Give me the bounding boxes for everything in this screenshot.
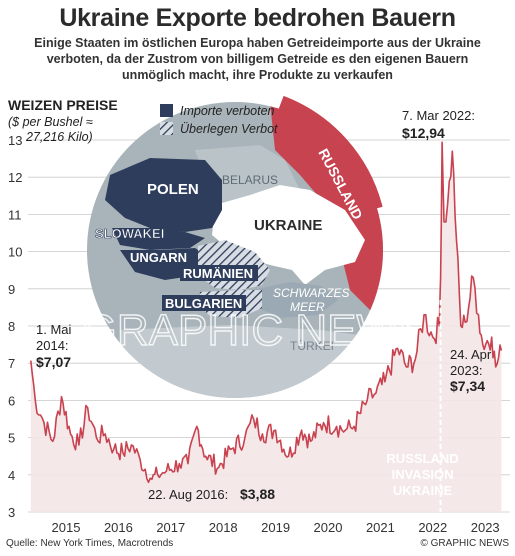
y-tick-label: 8 xyxy=(8,319,15,334)
annotation-end-line-2: 2023: xyxy=(450,363,483,378)
annotation-low-value: $3,88 xyxy=(240,486,275,502)
title: Ukraine Exporte bedrohen Bauern xyxy=(59,4,456,32)
y-tick-label: 4 xyxy=(8,468,15,483)
label-hungary: UNGARN xyxy=(130,250,187,265)
label-black-sea-2: MEER xyxy=(290,300,325,314)
y-tick-label: 6 xyxy=(8,393,15,408)
y-tick-label: 11 xyxy=(8,207,22,222)
map-labels: POLEN BELARUS UKRAINE RUSSLAND SLOWAKEI … xyxy=(95,146,366,353)
invasion-label-2: INVASION xyxy=(392,467,454,482)
y-tick-label: 3 xyxy=(8,505,15,520)
legend-swatch-considering xyxy=(160,122,173,135)
subtitle-line-2: verboten, da der Zustrom von billigem Ge… xyxy=(46,52,469,66)
invasion-label-1: RUSSLAND xyxy=(386,451,458,466)
x-tick-label: 2019 xyxy=(261,520,290,535)
credit: © GRAPHIC NEWS xyxy=(420,538,510,549)
legend-label-banned: Importe verboten xyxy=(180,104,275,118)
legend: Importe verboten Überlegen Verbot xyxy=(160,104,278,136)
map-slovakia xyxy=(112,228,205,250)
label-bulgaria-bg xyxy=(162,295,246,311)
y-axis-title: WEIZEN PREISE xyxy=(8,97,118,113)
annotation-end-line-1: 24. Apr xyxy=(450,347,492,362)
annotation-start-line-2: 2014: xyxy=(36,338,69,353)
watermark: GRAPHIC NEWS xyxy=(83,306,428,355)
label-turkey: TÜRKEI xyxy=(290,339,334,353)
label-slovakia: SLOWAKEI xyxy=(95,226,164,241)
y-tick-label: 12 xyxy=(8,170,22,185)
source-note: Quelle: New York Times, Macrotrends xyxy=(6,538,174,549)
y-tick-label: 7 xyxy=(8,356,15,371)
annotation-low-label: 22. Aug 2016: xyxy=(148,487,228,502)
map-russia-rim xyxy=(274,95,383,214)
x-tick-label: 2018 xyxy=(209,520,238,535)
invasion-marker: RUSSLAND INVASION UKRAINE xyxy=(386,299,459,512)
legend-label-considering: Überlegen Verbot xyxy=(180,122,278,136)
x-tick-labels: 2015 2016 2017 2018 2019 2020 2021 2022 2023 xyxy=(52,520,500,535)
y-tick-labels: 3 4 5 6 7 8 9 10 11 12 13 xyxy=(8,133,22,520)
x-tick-label: 2021 xyxy=(366,520,395,535)
annotation-start-value: $7,07 xyxy=(36,354,71,370)
label-ukraine: UKRAINE xyxy=(254,217,322,234)
invasion-label-3: UKRAINE xyxy=(393,483,453,498)
x-tick-label: 2022 xyxy=(418,520,447,535)
annotation-start-line-1: 1. Mai xyxy=(36,322,72,337)
label-poland: POLEN xyxy=(147,181,199,198)
x-tick-label: 2015 xyxy=(52,520,81,535)
price-area xyxy=(30,142,502,512)
price-line xyxy=(30,141,503,484)
x-tick-label: 2016 xyxy=(104,520,133,535)
label-belarus: BELARUS xyxy=(222,173,278,187)
annotation-peak-label: 7. Mar 2022: xyxy=(402,108,475,123)
label-romania-bg xyxy=(180,265,258,281)
y-axis-subtitle-2: 27,216 Kilo) xyxy=(25,130,93,144)
y-tick-label: 9 xyxy=(8,282,15,297)
subtitle-line-1: Einige Staaten im östlichen Europa haben… xyxy=(34,36,481,50)
subtitle-line-3: unmöglich macht, ihre Produkte zu verkau… xyxy=(122,68,393,82)
map-ukraine xyxy=(212,185,365,285)
y-tick-label: 5 xyxy=(8,431,15,446)
label-romania: RUMÄNIEN xyxy=(183,266,253,281)
annotation-end-value: $7,34 xyxy=(450,378,485,394)
label-black-sea-1: SCHWARZES xyxy=(273,286,349,300)
x-tick-label: 2017 xyxy=(156,520,185,535)
legend-swatch-banned xyxy=(160,104,173,117)
annotations: 1. Mai 2014: $7,07 22. Aug 2016: $3,88 7… xyxy=(36,108,492,502)
y-tick-label: 10 xyxy=(8,245,22,260)
x-tick-label: 2020 xyxy=(314,520,343,535)
label-bulgaria: BULGARIEN xyxy=(165,296,242,311)
price-series xyxy=(30,141,503,512)
annotation-peak-value: $12,94 xyxy=(402,125,445,141)
map-black-sea xyxy=(252,282,338,318)
y-tick-label: 13 xyxy=(8,133,22,148)
y-axis-subtitle-1: ($ per Bushel ≈ xyxy=(8,115,93,129)
x-tick-label: 2023 xyxy=(471,520,500,535)
map-inset xyxy=(87,95,383,398)
map-poland xyxy=(105,158,222,232)
